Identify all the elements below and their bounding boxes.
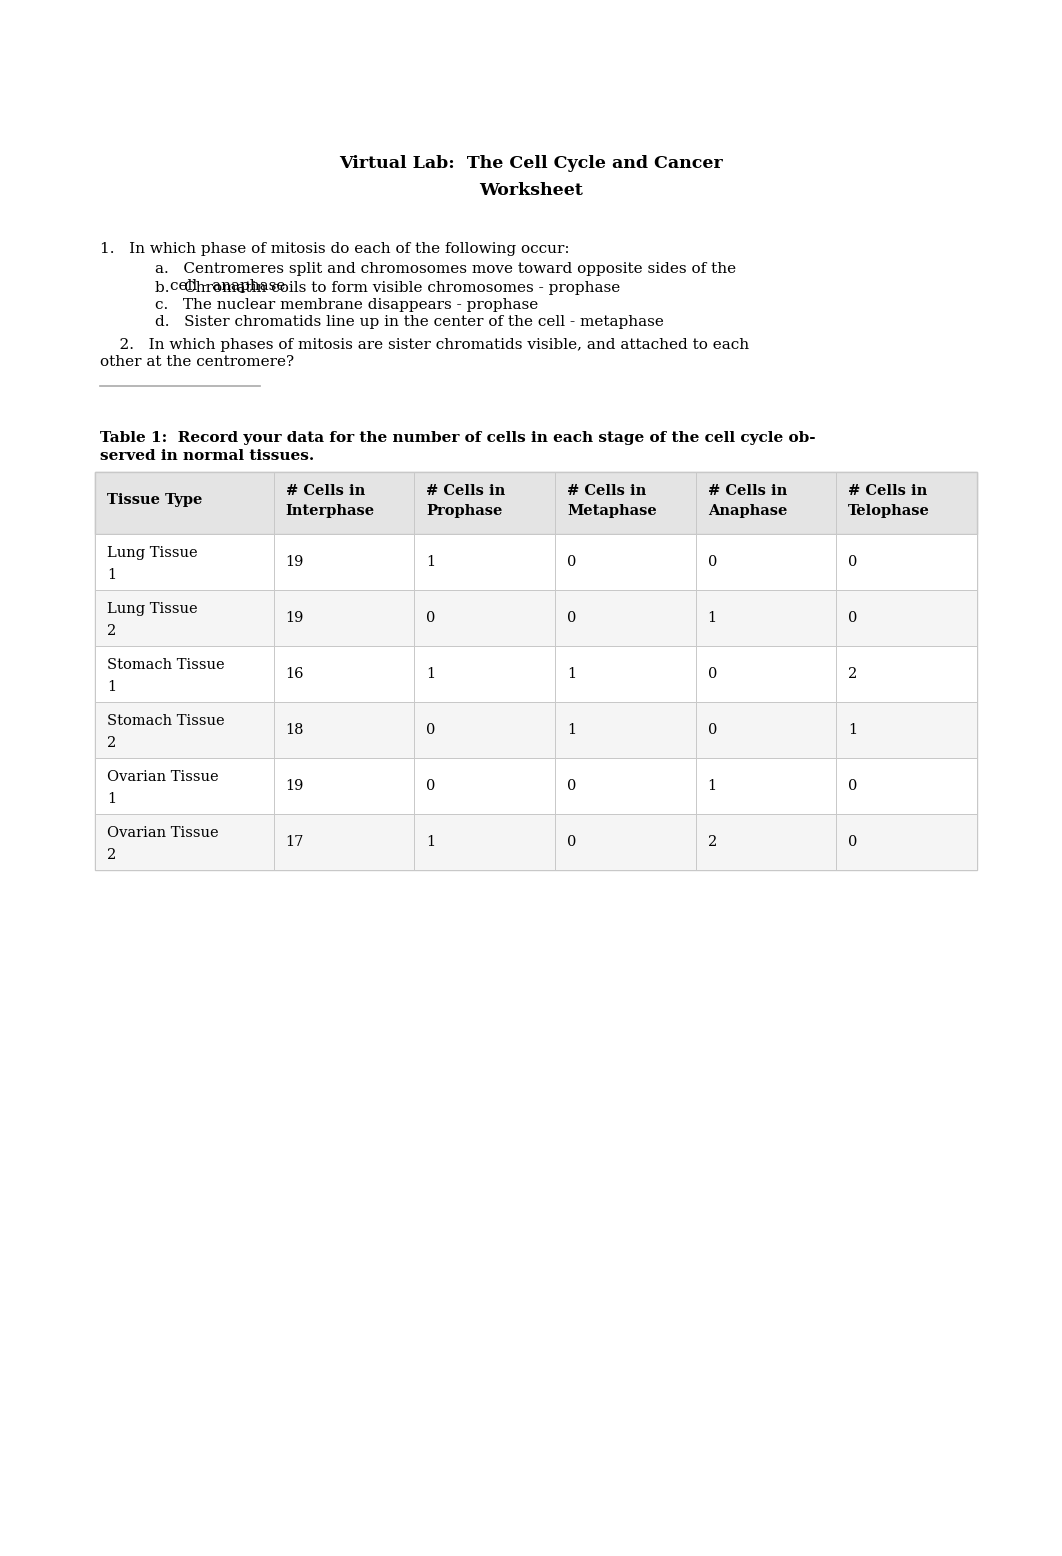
Text: 1: 1 — [849, 724, 857, 738]
Text: 0: 0 — [426, 780, 435, 794]
Text: 2: 2 — [107, 624, 116, 638]
Text: Interphase: Interphase — [286, 504, 375, 518]
Text: 19: 19 — [286, 555, 304, 569]
Text: 2: 2 — [849, 668, 857, 682]
Text: 2: 2 — [107, 848, 116, 862]
Text: 1.   In which phase of mitosis do each of the following occur:: 1. In which phase of mitosis do each of … — [100, 243, 569, 257]
Text: 1: 1 — [107, 680, 116, 694]
Text: 0: 0 — [426, 612, 435, 626]
Text: b.   Chromatin coils to form visible chromosomes - prophase: b. Chromatin coils to form visible chrom… — [155, 282, 620, 296]
Text: # Cells in: # Cells in — [707, 484, 787, 498]
Text: 0: 0 — [707, 555, 717, 569]
Text: Telophase: Telophase — [849, 504, 930, 518]
Text: Stomach Tissue: Stomach Tissue — [107, 658, 225, 672]
Text: 1: 1 — [107, 568, 116, 582]
Bar — [95, 590, 977, 646]
Text: 19: 19 — [286, 612, 304, 626]
Text: other at the centromere?: other at the centromere? — [100, 355, 294, 369]
Bar — [95, 473, 977, 870]
Text: 1: 1 — [426, 668, 435, 682]
Text: 0: 0 — [567, 780, 577, 794]
Text: # Cells in: # Cells in — [286, 484, 365, 498]
Text: # Cells in: # Cells in — [849, 484, 927, 498]
Text: 0: 0 — [849, 555, 858, 569]
Bar — [95, 702, 977, 758]
Text: d.   Sister chromatids line up in the center of the cell - metaphase: d. Sister chromatids line up in the cent… — [155, 316, 664, 330]
Text: 16: 16 — [286, 668, 304, 682]
Text: 2.   In which phases of mitosis are sister chromatids visible, and attached to e: 2. In which phases of mitosis are sister… — [100, 338, 749, 352]
Text: 0: 0 — [707, 724, 717, 738]
Text: 1: 1 — [567, 668, 576, 682]
Text: 1: 1 — [707, 780, 717, 794]
Text: 0: 0 — [849, 612, 858, 626]
Bar — [95, 534, 977, 590]
Text: 0: 0 — [707, 668, 717, 682]
Text: 1: 1 — [426, 555, 435, 569]
Text: 19: 19 — [286, 780, 304, 794]
Text: a.   Centromeres split and chromosomes move toward opposite sides of the: a. Centromeres split and chromosomes mov… — [155, 261, 736, 275]
Bar — [95, 758, 977, 814]
Text: Worksheet: Worksheet — [479, 182, 583, 199]
Text: 0: 0 — [567, 836, 577, 850]
Text: 0: 0 — [849, 836, 858, 850]
Text: c.   The nuclear membrane disappears - prophase: c. The nuclear membrane disappears - pro… — [155, 299, 538, 313]
Text: # Cells in: # Cells in — [567, 484, 646, 498]
Text: 2: 2 — [707, 836, 717, 850]
Text: 2: 2 — [107, 736, 116, 750]
Bar — [95, 814, 977, 870]
Text: 0: 0 — [567, 555, 577, 569]
Text: Stomach Tissue: Stomach Tissue — [107, 714, 225, 728]
Text: cell - anaphase: cell - anaphase — [170, 279, 286, 293]
Text: 1: 1 — [567, 724, 576, 738]
Text: 17: 17 — [286, 836, 304, 850]
Bar — [95, 473, 977, 534]
Text: Tissue Type: Tissue Type — [107, 493, 203, 507]
Text: # Cells in: # Cells in — [426, 484, 506, 498]
Text: 0: 0 — [567, 612, 577, 626]
Text: Metaphase: Metaphase — [567, 504, 656, 518]
Text: 0: 0 — [426, 724, 435, 738]
Text: Lung Tissue: Lung Tissue — [107, 546, 198, 560]
Text: 1: 1 — [707, 612, 717, 626]
Text: 0: 0 — [849, 780, 858, 794]
Text: served in normal tissues.: served in normal tissues. — [100, 450, 314, 464]
Text: Anaphase: Anaphase — [707, 504, 787, 518]
Text: Lung Tissue: Lung Tissue — [107, 602, 198, 616]
Bar — [95, 646, 977, 702]
Text: Prophase: Prophase — [426, 504, 502, 518]
Text: Table 1:  Record your data for the number of cells in each stage of the cell cyc: Table 1: Record your data for the number… — [100, 431, 816, 445]
Text: 1: 1 — [426, 836, 435, 850]
Text: Ovarian Tissue: Ovarian Tissue — [107, 826, 219, 840]
Text: 18: 18 — [286, 724, 304, 738]
Text: Virtual Lab:  The Cell Cycle and Cancer: Virtual Lab: The Cell Cycle and Cancer — [339, 156, 723, 173]
Text: 1: 1 — [107, 792, 116, 806]
Text: Ovarian Tissue: Ovarian Tissue — [107, 770, 219, 784]
